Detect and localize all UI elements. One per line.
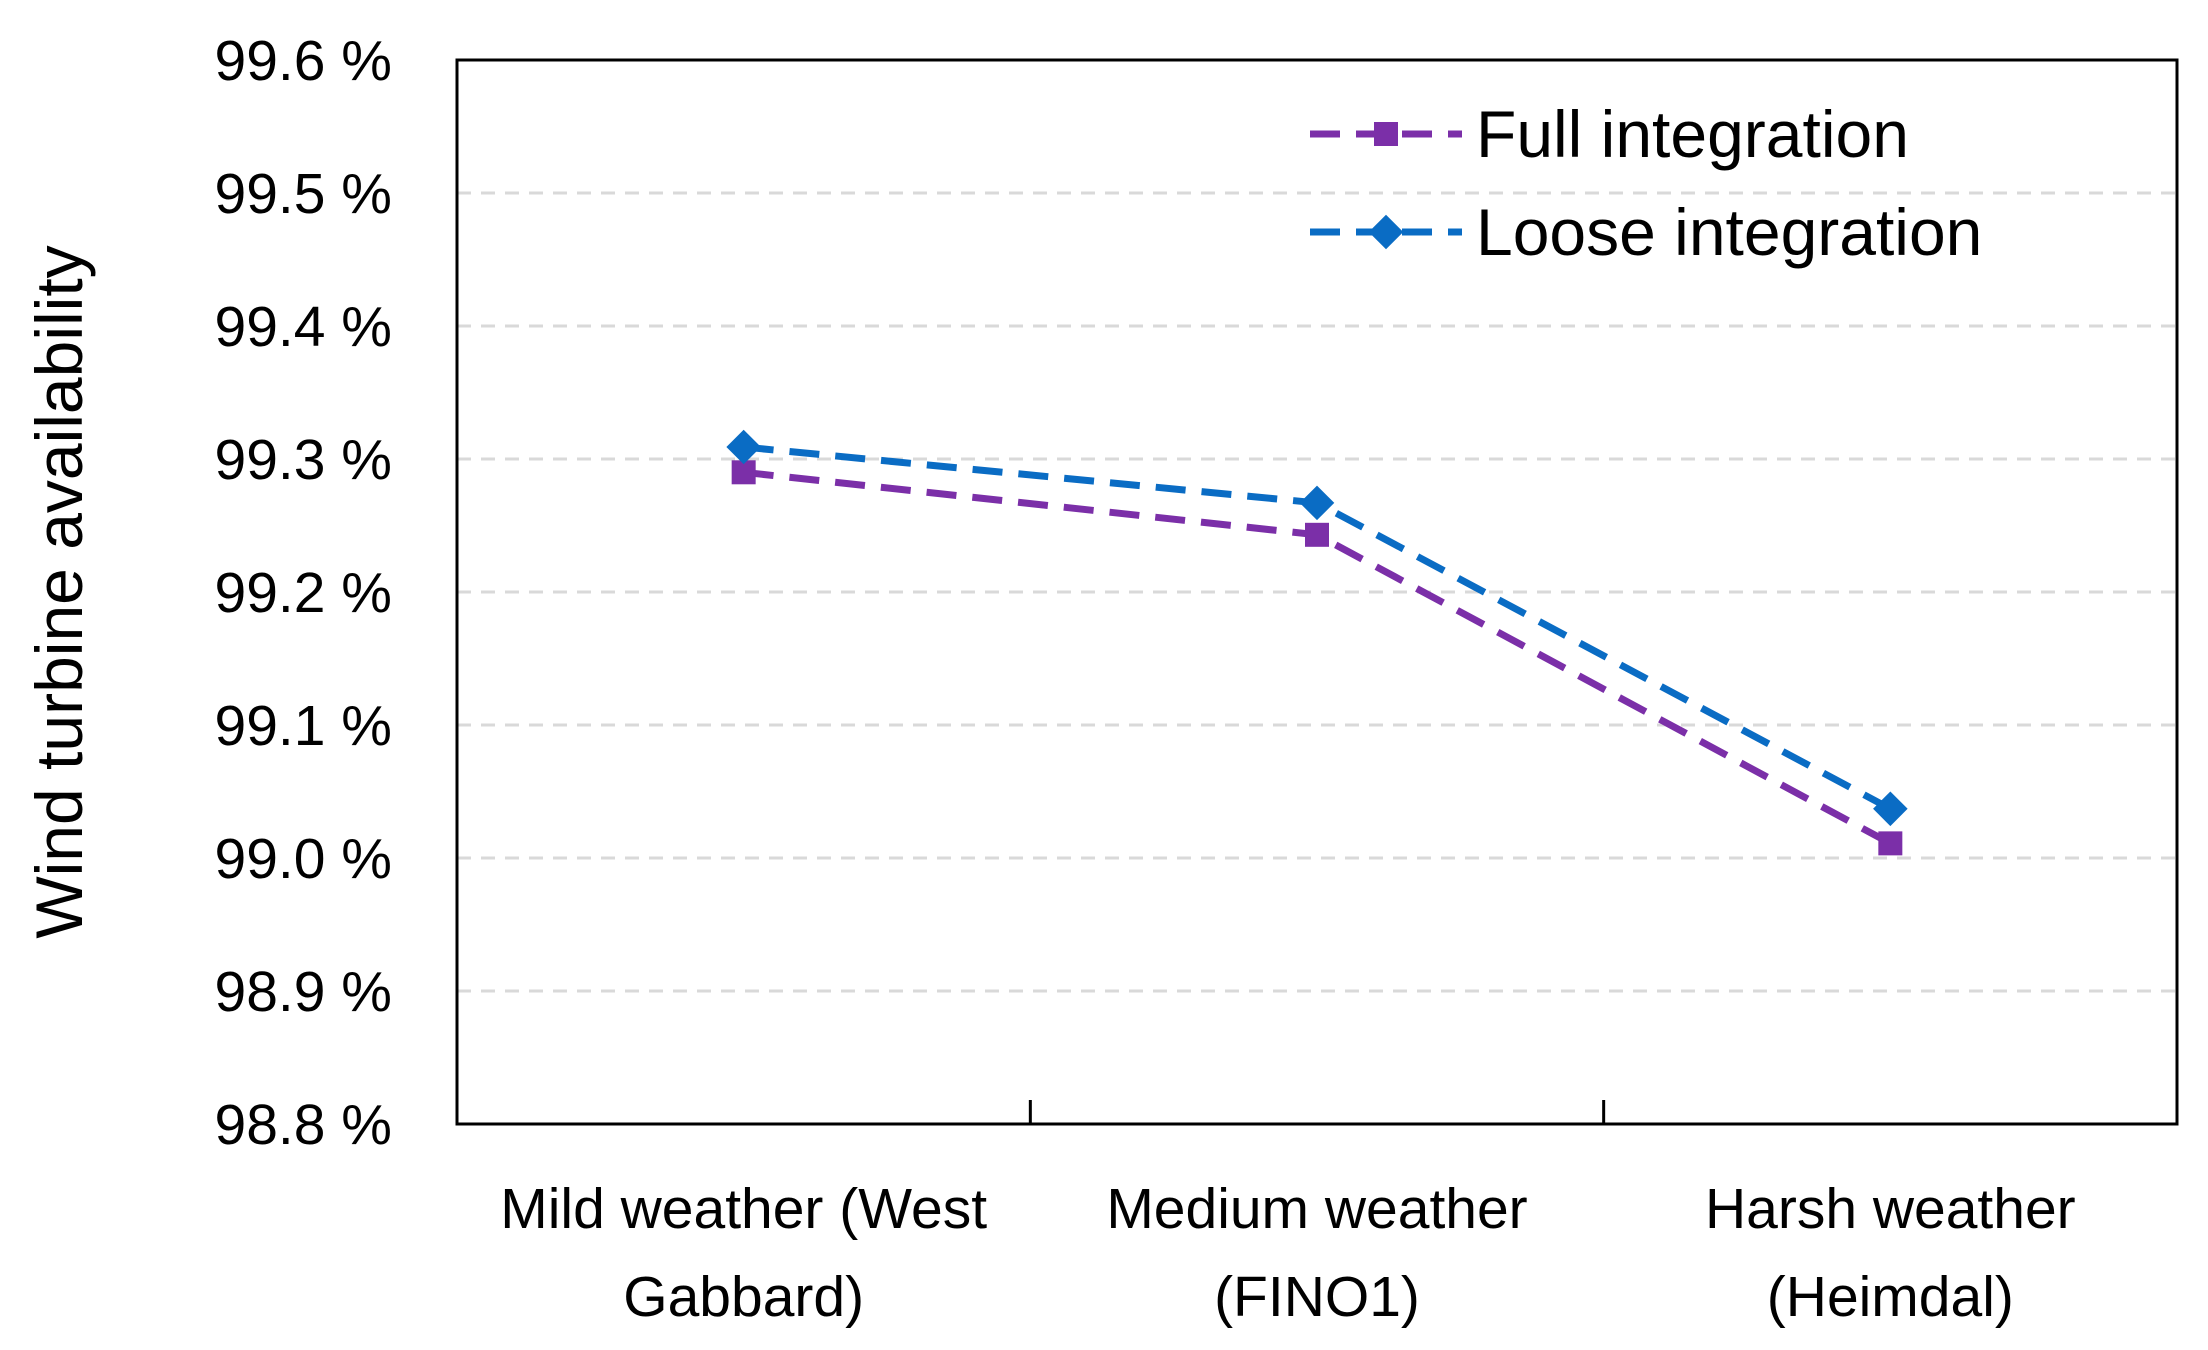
gridlines: [457, 191, 2177, 993]
x-category-label: Harsh weather: [1705, 1177, 2076, 1241]
y-tick-label: 99.2 %: [215, 561, 392, 625]
y-tick-label: 98.8 %: [215, 1093, 392, 1157]
data-point-marker: [1374, 122, 1398, 146]
series-lines: [726, 429, 1908, 856]
y-tick-label: 99.4 %: [215, 295, 392, 359]
y-tick-label: 99.1 %: [215, 694, 392, 758]
legend-entry: Full integration: [1310, 97, 1909, 171]
x-category-label: (FINO1): [1214, 1265, 1420, 1329]
data-point-marker: [1878, 831, 1903, 856]
y-tick-label: 99.6 %: [215, 29, 392, 93]
y-tick-label: 99.0 %: [215, 827, 392, 891]
y-axis-title: Wind turbine availability: [22, 245, 96, 938]
data-point-marker: [726, 429, 761, 465]
x-category-label: (Heimdal): [1767, 1265, 2014, 1329]
data-point-marker: [1305, 522, 1329, 547]
y-tick-label: 99.3 %: [215, 428, 392, 492]
series-loose-integration: [726, 429, 1908, 827]
legend: Full integration Loose integration: [1310, 97, 1982, 269]
data-point-marker: [1873, 791, 1908, 827]
legend-label: Loose integration: [1476, 195, 1982, 269]
x-category-label: Mild weather (West: [500, 1177, 987, 1241]
data-point-marker: [1368, 214, 1404, 250]
y-tick-label: 98.9 %: [215, 960, 392, 1024]
legend-label: Full integration: [1476, 97, 1909, 171]
plot-area-frame: [455, 58, 2179, 1126]
x-category-label: Gabbard): [623, 1265, 864, 1329]
y-axis-tick-labels: 98.8 % 98.9 % 99.0 % 99.1 % 99.2 % 99.3 % 99.4…: [215, 29, 392, 1157]
x-axis-category-labels: Mild weather (West Gabbard) Medium weather…: [500, 1177, 2075, 1329]
legend-entry: Loose integration: [1310, 195, 1982, 269]
x-category-label: Medium weather: [1106, 1177, 1527, 1241]
data-point-marker: [1299, 485, 1335, 521]
x-axis-ticks: [1028, 1100, 1606, 1124]
y-tick-label: 99.5 %: [215, 162, 392, 226]
